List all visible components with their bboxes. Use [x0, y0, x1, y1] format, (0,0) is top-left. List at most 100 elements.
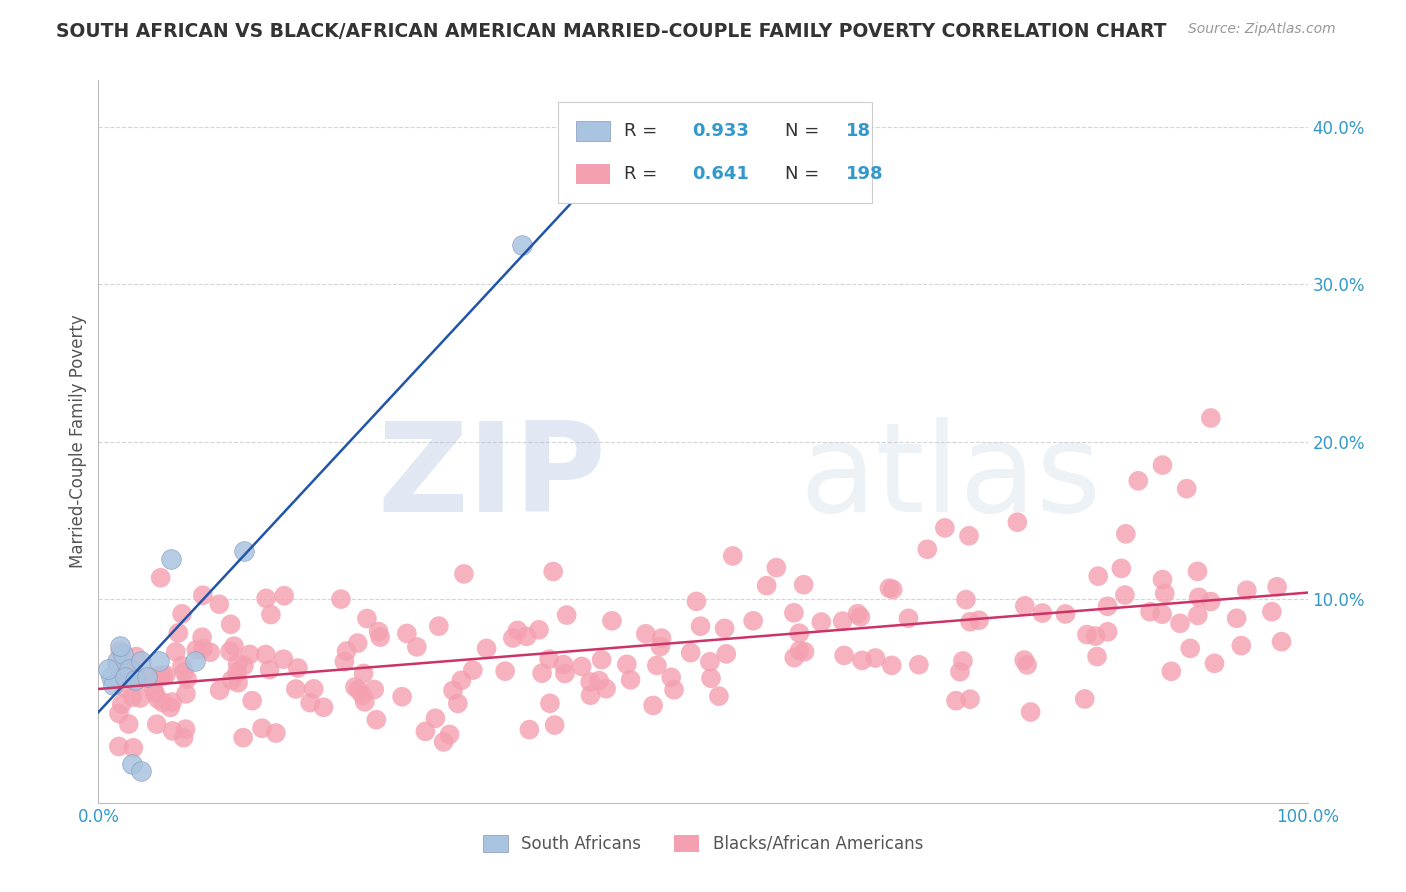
Point: [531, 666, 554, 681]
Text: N =: N =: [785, 165, 820, 183]
Point: [427, 619, 450, 633]
Point: [588, 673, 610, 688]
Point: [541, 565, 564, 579]
Point: [832, 648, 855, 663]
Point: [1097, 599, 1119, 614]
Point: [957, 529, 980, 543]
Point: [1152, 458, 1174, 472]
Point: [967, 613, 990, 627]
Point: [273, 652, 295, 666]
Point: [1153, 586, 1175, 600]
Point: [155, 668, 177, 682]
Point: [700, 671, 723, 685]
Point: [689, 619, 711, 633]
Point: [579, 675, 602, 690]
Point: [208, 597, 231, 611]
Point: [152, 696, 174, 710]
Point: [159, 700, 181, 714]
Point: [232, 544, 254, 558]
Point: [222, 639, 245, 653]
Point: [1085, 649, 1108, 664]
Point: [1187, 608, 1209, 623]
Point: [198, 645, 221, 659]
Point: [352, 688, 374, 702]
Point: [1175, 482, 1198, 496]
Point: [527, 623, 550, 637]
Point: [959, 615, 981, 629]
Point: [461, 663, 484, 677]
Point: [659, 670, 682, 684]
Text: SOUTH AFRICAN VS BLACK/AFRICAN AMERICAN MARRIED-COUPLE FAMILY POVERTY CORRELATIO: SOUTH AFRICAN VS BLACK/AFRICAN AMERICAN …: [56, 22, 1167, 41]
Point: [105, 655, 128, 669]
Point: [1014, 599, 1036, 613]
Point: [141, 670, 163, 684]
Point: [170, 658, 193, 673]
FancyBboxPatch shape: [558, 102, 872, 203]
Point: [425, 711, 447, 725]
Point: [783, 606, 806, 620]
Point: [124, 673, 146, 688]
Text: R =: R =: [624, 165, 664, 183]
Point: [810, 615, 832, 629]
Point: [595, 681, 617, 696]
Point: [1074, 692, 1097, 706]
Point: [755, 579, 778, 593]
Point: [846, 607, 869, 621]
Point: [122, 740, 145, 755]
Point: [1019, 705, 1042, 719]
Point: [122, 664, 145, 678]
Point: [1017, 657, 1039, 672]
Bar: [576, 164, 610, 185]
Point: [571, 659, 593, 673]
Point: [645, 658, 668, 673]
Point: [176, 672, 198, 686]
Point: [108, 706, 131, 721]
Point: [143, 686, 166, 700]
Point: [128, 673, 150, 687]
Point: [173, 731, 195, 745]
Point: [110, 665, 132, 679]
Point: [101, 678, 124, 692]
Point: [616, 657, 638, 672]
Point: [273, 589, 295, 603]
Point: [129, 764, 152, 779]
Point: [553, 657, 575, 672]
Point: [208, 683, 231, 698]
Point: [591, 653, 613, 667]
Point: [1160, 665, 1182, 679]
Point: [789, 626, 811, 640]
Point: [108, 739, 131, 754]
Point: [111, 697, 134, 711]
Bar: [576, 120, 610, 141]
Point: [121, 756, 143, 771]
Point: [519, 723, 541, 737]
Text: N =: N =: [785, 122, 820, 140]
Point: [148, 655, 170, 669]
Point: [264, 726, 287, 740]
Point: [538, 696, 561, 710]
Point: [149, 571, 172, 585]
Point: [502, 631, 524, 645]
Point: [945, 694, 967, 708]
Point: [226, 657, 249, 671]
Text: 198: 198: [845, 165, 883, 183]
Point: [453, 566, 475, 581]
Point: [1031, 606, 1053, 620]
Point: [600, 614, 623, 628]
Point: [789, 644, 811, 658]
Point: [1187, 565, 1209, 579]
Point: [1230, 639, 1253, 653]
Point: [160, 552, 183, 566]
Point: [685, 594, 707, 608]
Point: [643, 698, 665, 713]
Point: [111, 647, 134, 661]
Point: [742, 614, 765, 628]
Point: [118, 717, 141, 731]
Point: [1236, 583, 1258, 598]
Point: [1111, 561, 1133, 575]
Point: [162, 723, 184, 738]
Text: R =: R =: [624, 122, 664, 140]
Point: [793, 645, 815, 659]
Point: [1180, 641, 1202, 656]
Point: [516, 629, 538, 643]
